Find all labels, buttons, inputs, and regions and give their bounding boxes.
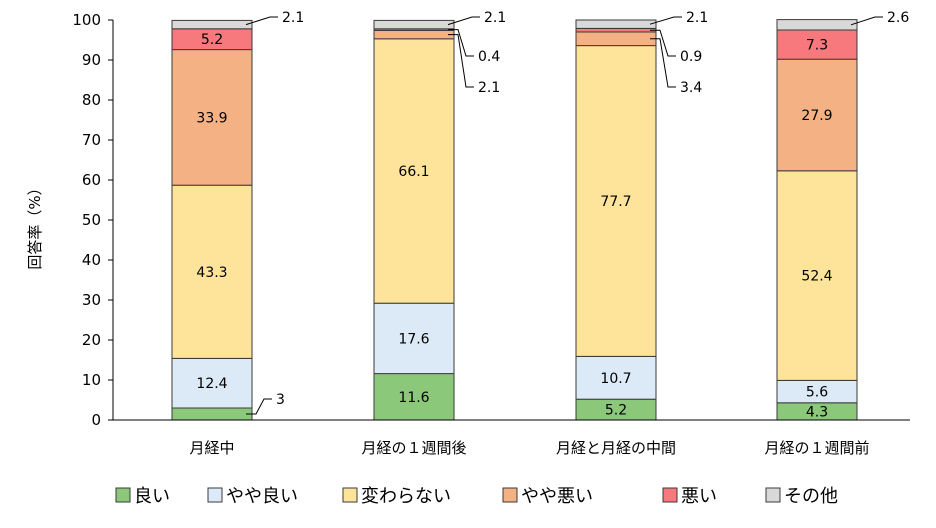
data-label: 17.6 xyxy=(398,331,429,347)
legend-label: やや悪い xyxy=(521,486,593,507)
data-label: 66.1 xyxy=(398,164,429,180)
y-tick-label: 40 xyxy=(82,251,101,269)
y-tick-label: 80 xyxy=(82,91,101,109)
legend-item: 良い xyxy=(115,486,170,507)
y-tick-label: 90 xyxy=(82,51,101,69)
bar-segment xyxy=(575,19,657,29)
data-label: 10.7 xyxy=(600,371,631,387)
callout-label: 2.1 xyxy=(686,10,708,26)
legend-swatch xyxy=(207,487,223,503)
callout-line xyxy=(246,398,272,415)
legend-label: 悪い xyxy=(681,486,717,507)
data-label: 43.3 xyxy=(196,265,227,281)
callout-line xyxy=(448,29,474,57)
bar-segment xyxy=(171,19,253,30)
y-tick-label: 60 xyxy=(82,171,101,189)
bar-segment xyxy=(373,29,455,40)
data-label: 5.2 xyxy=(201,32,223,48)
bar-segment xyxy=(575,31,657,47)
y-axis-label: 回答率（%） xyxy=(26,180,44,269)
bar-segment xyxy=(575,355,657,400)
y-tick-label: 50 xyxy=(82,211,101,229)
bar-segment xyxy=(575,27,657,33)
bar-segment xyxy=(373,302,455,375)
x-tick-label: 月経と月経の中間 xyxy=(556,439,676,457)
legend-swatch xyxy=(662,487,678,503)
legend-label: やや良い xyxy=(226,486,298,507)
legend: 良い やや良い 変わらない やや悪い 悪い その他 xyxy=(115,486,838,507)
legend-item: やや良い xyxy=(207,486,298,507)
data-label: 52.4 xyxy=(801,269,832,285)
data-label: 4.3 xyxy=(806,404,828,420)
bars: 12.4 43.3 33.9 5.2 11.6 17.6 66.1 5.2 10.7 77.7 4.… xyxy=(171,19,858,421)
data-label: 33.9 xyxy=(196,110,227,126)
y-tick-label: 0 xyxy=(91,411,101,429)
y-tick-label: 30 xyxy=(82,291,101,309)
legend-swatch xyxy=(342,487,358,503)
callout-label: 2.6 xyxy=(887,10,909,26)
callouts: 2.1 3 2.1 0.4 2.1 2.1 0.9 3.4 2.6 xyxy=(245,10,909,415)
data-label: 5.6 xyxy=(806,385,828,401)
bar-segment xyxy=(776,58,858,172)
y-tick-label: 70 xyxy=(82,131,101,149)
legend-item: 悪い xyxy=(662,486,717,507)
bar-segment xyxy=(171,184,253,359)
data-label: 7.3 xyxy=(806,38,828,54)
x-tick-label: 月経の１週間前 xyxy=(764,439,869,457)
callout-line xyxy=(650,29,676,57)
data-label: 11.6 xyxy=(398,390,429,406)
bar-segment xyxy=(171,357,253,409)
legend-item: やや悪い xyxy=(502,486,593,507)
x-tick-label: 月経中 xyxy=(189,439,234,457)
data-label: 12.4 xyxy=(196,376,227,392)
x-axis: 月経中 月経の１週間後 月経と月経の中間 月経の１週間前 xyxy=(113,419,910,457)
x-tick-label: 月経の１週間後 xyxy=(361,439,466,457)
data-label: 5.2 xyxy=(605,403,627,419)
bar-segment xyxy=(776,170,858,381)
callout-line xyxy=(649,16,682,25)
legend-item: その他 xyxy=(765,486,838,507)
callout-label: 0.4 xyxy=(478,49,500,65)
bar-segment xyxy=(171,407,253,421)
y-axis: 0 10 20 30 40 50 60 70 80 90 100 xyxy=(72,11,114,429)
legend-label: 良い xyxy=(134,486,170,507)
callout-label: 3.4 xyxy=(680,80,702,96)
data-label: 77.7 xyxy=(600,194,631,210)
callout-line xyxy=(650,38,676,88)
legend-swatch xyxy=(765,487,781,503)
y-tick-label: 10 xyxy=(82,371,101,389)
callout-label: 3 xyxy=(276,392,285,408)
callout-label: 2.1 xyxy=(478,80,500,96)
callout-line xyxy=(448,34,474,88)
y-tick-label: 100 xyxy=(72,11,101,29)
legend-label: その他 xyxy=(784,486,838,507)
bar-segment xyxy=(373,373,455,421)
bar-segment xyxy=(373,38,455,304)
data-label: 27.9 xyxy=(801,108,832,124)
bar-segment xyxy=(776,29,858,60)
legend-label: 変わらない xyxy=(361,486,451,507)
callout-label: 2.1 xyxy=(282,10,304,26)
callout-label: 2.1 xyxy=(484,10,506,26)
y-tick-label: 20 xyxy=(82,331,101,349)
legend-item: 変わらない xyxy=(342,486,451,507)
legend-swatch xyxy=(502,487,518,503)
callout-line xyxy=(447,16,480,26)
callout-line xyxy=(850,16,883,26)
bar-segment xyxy=(776,19,858,31)
bar-segment xyxy=(575,45,657,357)
bar-segment xyxy=(373,19,455,30)
legend-swatch xyxy=(115,487,131,503)
callout-label: 0.9 xyxy=(680,49,702,65)
callout-line xyxy=(245,16,278,26)
